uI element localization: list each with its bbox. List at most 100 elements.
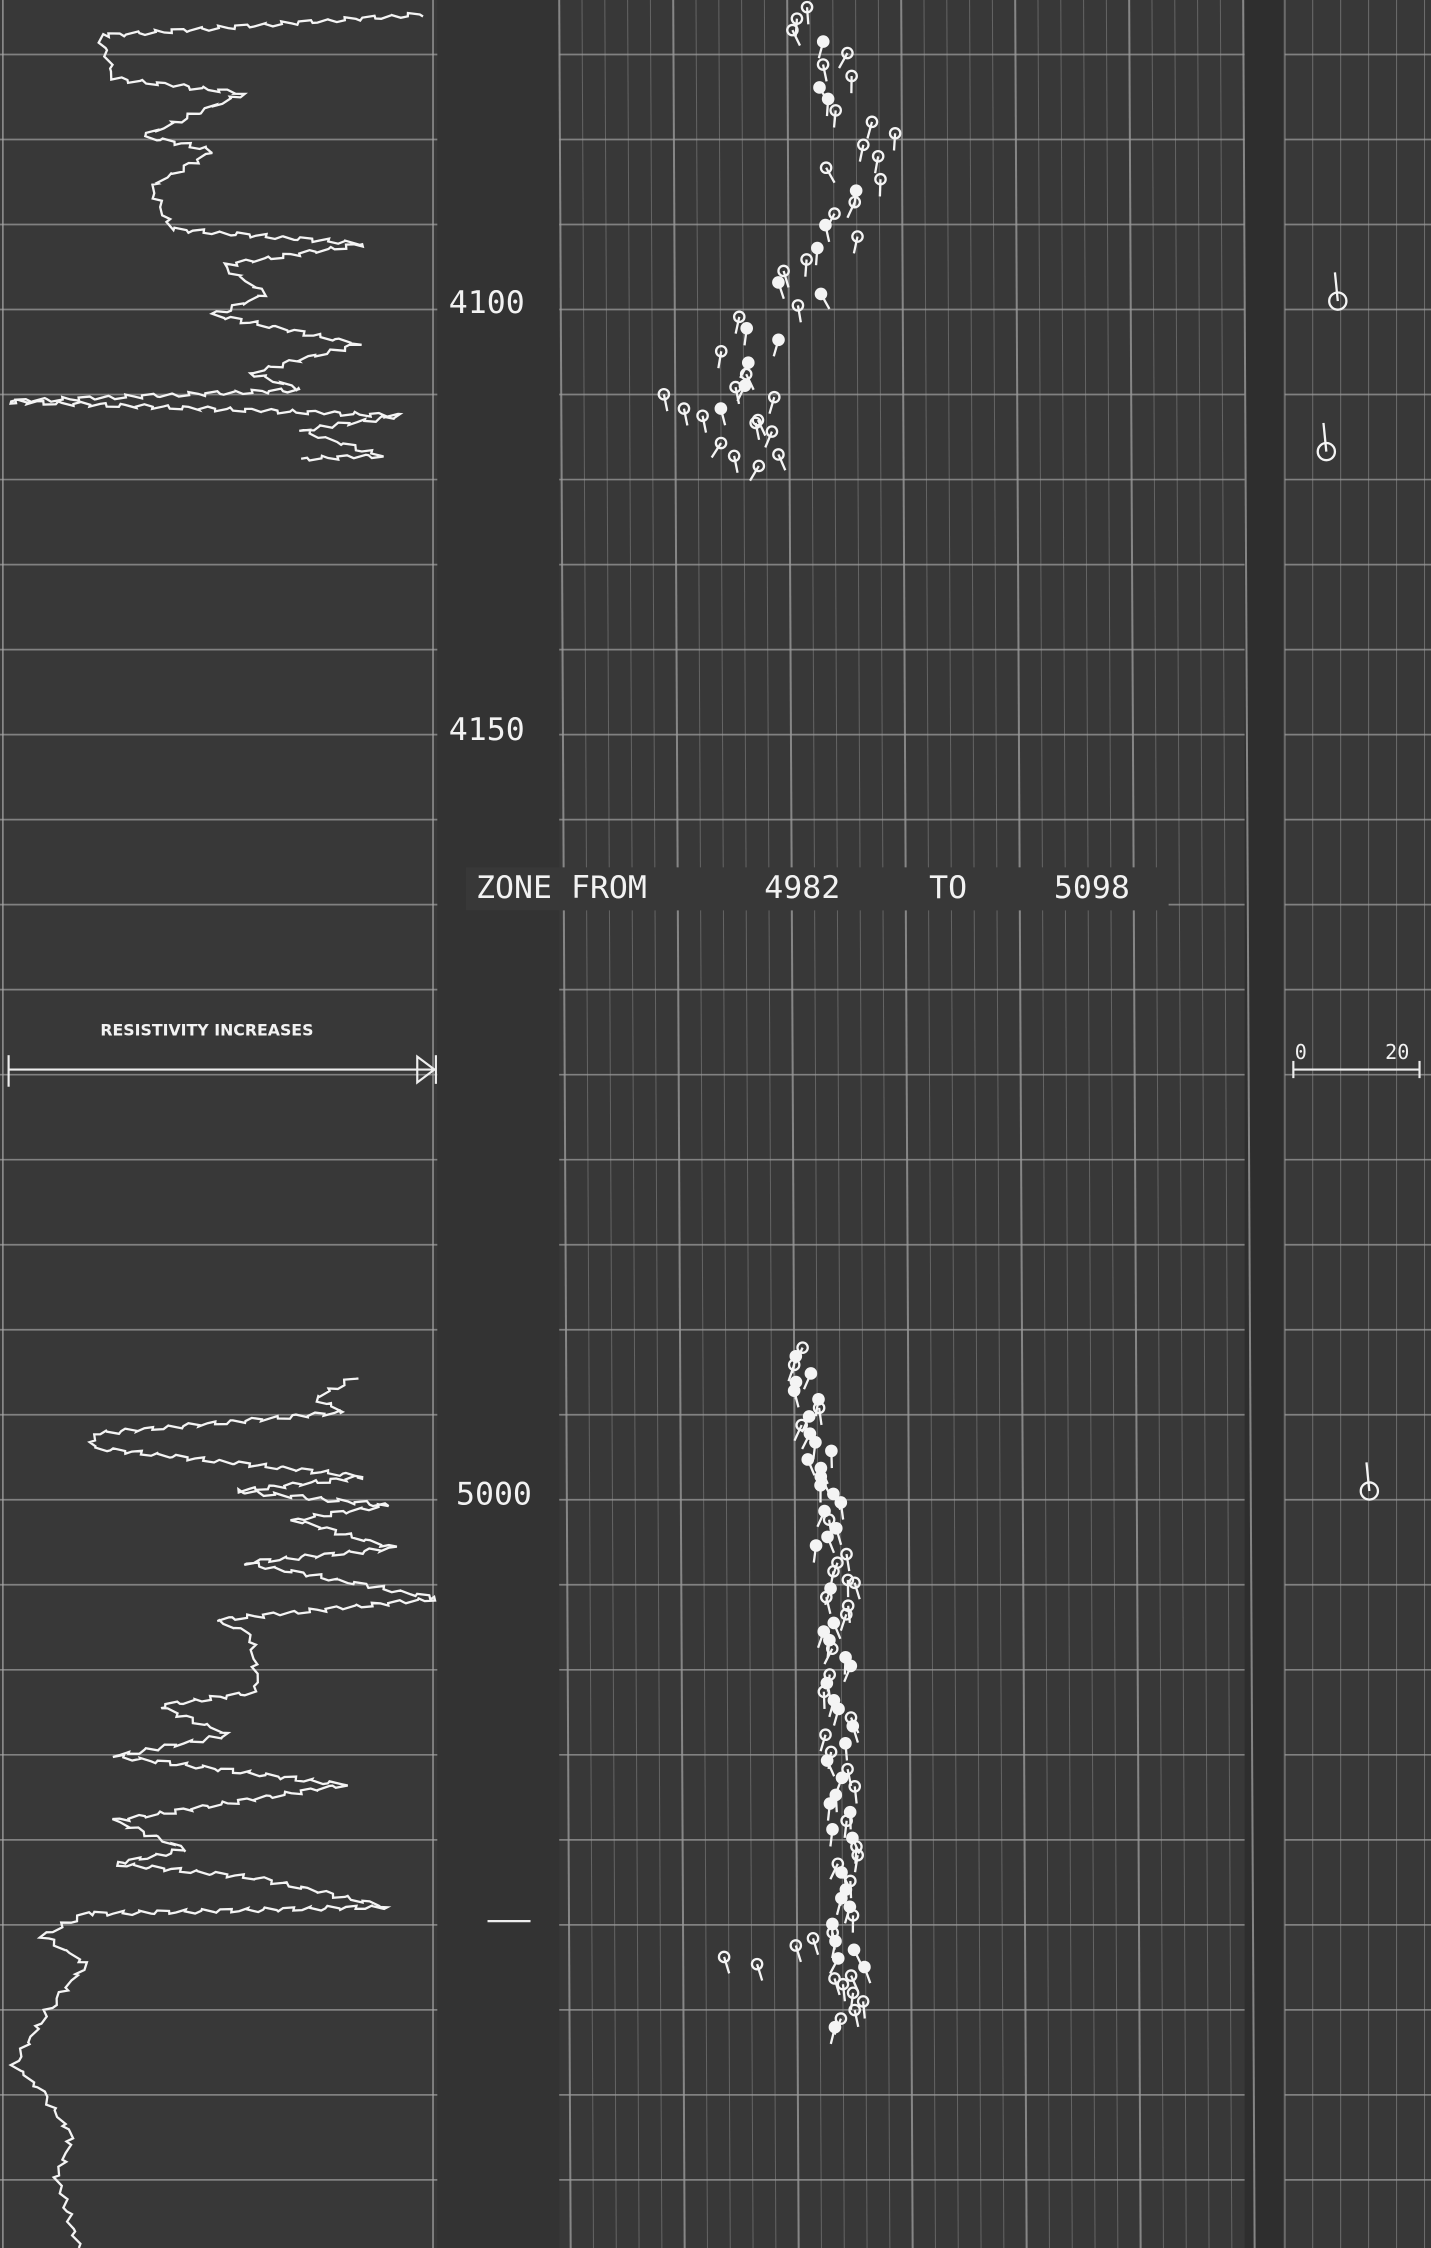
tadpole-head bbox=[1328, 291, 1348, 311]
tadpole-tail bbox=[822, 1691, 826, 1709]
tadpole bbox=[829, 1521, 843, 1546]
tadpole-head bbox=[817, 1685, 831, 1699]
tadpole-head bbox=[714, 436, 728, 450]
grid-line bbox=[1242, 0, 1256, 2248]
tadpole-head bbox=[812, 1392, 825, 1406]
tadpole-head bbox=[772, 448, 785, 461]
tadpole bbox=[828, 2020, 842, 2045]
gap-track bbox=[1244, 0, 1285, 2248]
tadpole-head bbox=[846, 1909, 860, 1922]
tadpole-tail bbox=[756, 419, 767, 437]
tadpole bbox=[857, 138, 870, 162]
scale-max: 20 bbox=[1385, 1040, 1409, 1064]
tadpole-head bbox=[809, 1435, 822, 1449]
tadpole bbox=[821, 1530, 836, 1554]
tadpole-head bbox=[846, 1719, 860, 1733]
grid-line bbox=[672, 0, 686, 2248]
tadpole-head bbox=[825, 1444, 838, 1458]
tadpole bbox=[848, 1576, 861, 1600]
tadpole-head bbox=[831, 1952, 845, 1965]
tadpole bbox=[793, 1418, 808, 1442]
tadpole bbox=[714, 344, 728, 369]
grid-line bbox=[1105, 0, 1119, 2248]
tadpole-tail bbox=[793, 1424, 803, 1442]
tadpole-head bbox=[790, 12, 804, 25]
tadpole-head bbox=[814, 287, 828, 301]
tadpole-head bbox=[834, 1496, 848, 1509]
grid-line bbox=[1219, 0, 1233, 2248]
tadpole bbox=[839, 1608, 853, 1632]
tadpole-tail bbox=[853, 1854, 859, 1873]
tadpole-head bbox=[752, 459, 766, 473]
tadpole-tail bbox=[805, 7, 810, 25]
tadpole bbox=[816, 1625, 831, 1649]
tadpole-head bbox=[714, 402, 728, 415]
tadpole bbox=[801, 1453, 816, 1476]
tadpole-head bbox=[717, 1950, 731, 1964]
tadpole bbox=[717, 1950, 731, 1974]
tadpole-tail bbox=[734, 386, 741, 405]
track-label: RESISTIVITY INCREASES bbox=[100, 1020, 313, 1039]
tadpole bbox=[740, 322, 754, 346]
grid-line bbox=[969, 0, 982, 2248]
grid-line bbox=[627, 0, 640, 2248]
tadpole-head bbox=[804, 1367, 818, 1380]
tadpoles bbox=[657, 0, 1380, 2045]
tadpole-head bbox=[741, 356, 755, 370]
tadpole-tail bbox=[701, 415, 708, 433]
tadpole bbox=[749, 416, 762, 441]
tadpole bbox=[832, 1702, 845, 1726]
tadpole-head bbox=[848, 1576, 861, 1590]
tadpole bbox=[871, 149, 885, 174]
tadpole-head bbox=[847, 1943, 861, 1957]
tadpole-head bbox=[749, 416, 762, 430]
tadpole bbox=[809, 1435, 822, 1460]
tadpole-head bbox=[817, 1625, 831, 1638]
tadpole bbox=[865, 115, 879, 139]
tadpole-head bbox=[841, 46, 854, 60]
tadpole-tail bbox=[782, 270, 790, 288]
tadpole-head bbox=[777, 264, 790, 278]
tadpole-head bbox=[834, 2012, 848, 2025]
tadpole-head bbox=[888, 127, 902, 140]
grid-line bbox=[604, 0, 617, 2248]
grid-line bbox=[1174, 0, 1187, 2248]
tadpole-tail bbox=[825, 167, 836, 184]
tadpole bbox=[814, 287, 831, 310]
tadpole-head bbox=[845, 69, 858, 83]
tadpole-head bbox=[751, 413, 765, 427]
grid-line bbox=[900, 0, 914, 2248]
depth-label: 4150 bbox=[449, 712, 525, 748]
tadpole-head bbox=[839, 1608, 853, 1621]
tadpole-head bbox=[840, 1547, 853, 1561]
tadpole bbox=[811, 241, 824, 266]
tadpole bbox=[677, 402, 691, 426]
tadpole-head bbox=[856, 1995, 870, 2008]
tadpole-head bbox=[740, 322, 754, 335]
tadpole bbox=[1316, 422, 1337, 462]
tadpole-head bbox=[816, 35, 830, 48]
tadpole-head bbox=[819, 218, 832, 232]
tadpole-head bbox=[765, 425, 779, 438]
grid-line bbox=[946, 0, 959, 2248]
depth-label: 5000 bbox=[456, 1476, 532, 1512]
tadpole bbox=[727, 449, 741, 473]
tadpole bbox=[764, 425, 779, 448]
tadpole-head bbox=[835, 1771, 849, 1785]
tadpole-head bbox=[849, 184, 863, 197]
tadpole-head bbox=[827, 1487, 840, 1501]
tadpole-tail bbox=[853, 1786, 858, 1804]
tadpole-tail bbox=[710, 442, 722, 459]
tadpole bbox=[696, 409, 709, 433]
tadpole-head bbox=[786, 23, 799, 37]
tadpole bbox=[834, 1496, 848, 1520]
tadpole-tail bbox=[873, 156, 880, 174]
tadpole-tail bbox=[804, 259, 808, 277]
tadpole-tail bbox=[787, 1364, 796, 1382]
tadpole bbox=[786, 23, 802, 47]
tadpole bbox=[751, 413, 767, 437]
tadpole-head bbox=[789, 1939, 803, 1952]
grid-line bbox=[1060, 0, 1073, 2248]
grid-line bbox=[1037, 0, 1050, 2248]
tadpole-head bbox=[772, 333, 785, 347]
